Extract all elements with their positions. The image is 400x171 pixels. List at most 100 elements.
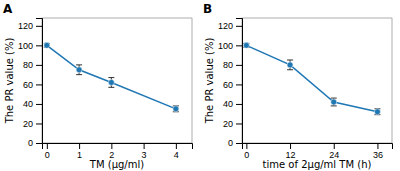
y-axis-title: The PR value (%) <box>4 38 15 125</box>
y-tick: 120 <box>18 21 42 31</box>
x-tick-mark <box>144 143 145 149</box>
y-axis-line <box>36 19 43 144</box>
y-axis-line <box>236 19 243 144</box>
y-tick-label: 60 <box>23 80 33 90</box>
x-tick-mark <box>176 143 177 149</box>
point <box>287 62 293 68</box>
y-tick-mark <box>36 65 42 66</box>
y-tick-mark <box>36 45 42 46</box>
x-tick-mark <box>47 143 48 149</box>
y-tick: 80 <box>23 60 42 70</box>
y-tick: 40 <box>23 99 42 109</box>
panel-label: B <box>203 2 212 16</box>
y-tick-mark <box>236 143 242 144</box>
y-tick: 120 <box>218 21 242 31</box>
x-tick: 4 <box>174 143 179 160</box>
point <box>76 67 82 73</box>
y-tick-label: 40 <box>223 99 233 109</box>
y-tick: 100 <box>218 41 242 51</box>
error-bar <box>374 109 380 115</box>
x-axis: 0 1 2 3 4 <box>43 143 193 160</box>
x-axis-line <box>43 144 193 150</box>
chart-svg: 01234020406080100120TM (μg/ml)The PR val… <box>0 0 400 171</box>
x-axis-line <box>243 144 393 150</box>
x-tick: 3 <box>142 143 147 160</box>
x-axis-title: TM (μg/ml) <box>89 159 144 170</box>
x-tick-mark <box>377 143 378 149</box>
y-tick-label: 20 <box>23 119 33 129</box>
x-tick: 1 <box>77 143 82 160</box>
x-tick: 36 <box>373 143 383 160</box>
plot-frame <box>42 18 192 143</box>
y-tick-label: 0 <box>228 138 233 148</box>
y-tick-label: 100 <box>218 41 233 51</box>
y-tick: 20 <box>23 119 42 129</box>
y-tick: 60 <box>223 80 242 90</box>
y-tick-label: 80 <box>223 60 233 70</box>
y-tick-mark <box>36 84 42 85</box>
error-bar <box>173 106 179 112</box>
x-tick-mark <box>246 143 247 149</box>
y-axis: 0 20 40 60 80 100 120 <box>218 19 243 149</box>
series-line <box>246 45 377 111</box>
y-tick-label: 0 <box>28 138 33 148</box>
point <box>108 79 114 85</box>
x-tick-label: 4 <box>174 150 179 160</box>
plot-area <box>243 42 380 114</box>
x-tick-mark <box>111 143 112 149</box>
error-bar <box>76 65 82 75</box>
y-tick: 40 <box>223 99 242 109</box>
x-tick: 0 <box>45 143 50 160</box>
panel-label: A <box>3 2 13 16</box>
x-tick-mark <box>334 143 335 149</box>
x-tick: 24 <box>329 143 339 160</box>
x-tick: 0 <box>244 143 249 160</box>
panel: 01234020406080100120TM (μg/ml)The PR val… <box>3 2 193 170</box>
y-tick: 60 <box>23 80 42 90</box>
x-tick-mark <box>290 143 291 149</box>
y-tick-mark <box>36 123 42 124</box>
point <box>374 109 380 115</box>
y-tick: 0 <box>228 138 242 148</box>
plot-frame <box>242 18 392 143</box>
y-tick-label: 20 <box>223 119 233 129</box>
plot-area <box>44 42 179 111</box>
x-tick-label: 0 <box>45 150 50 160</box>
x-tick-label: 36 <box>373 150 383 160</box>
x-tick: 2 <box>109 143 114 160</box>
y-axis: 0 20 40 60 80 100 120 <box>18 19 43 149</box>
y-tick-label: 80 <box>23 60 33 70</box>
y-tick-mark <box>36 104 42 105</box>
point <box>243 42 249 48</box>
x-axis: 0 12 24 36 <box>243 143 393 160</box>
series-line <box>47 45 176 108</box>
y-tick-label: 60 <box>223 80 233 90</box>
y-tick-label: 40 <box>23 99 33 109</box>
y-tick-mark <box>36 143 42 144</box>
y-tick-mark <box>36 26 42 27</box>
error-bar <box>108 78 114 88</box>
point <box>331 99 337 105</box>
error-bar <box>287 60 293 70</box>
x-tick: 12 <box>286 143 296 160</box>
y-tick-label: 120 <box>218 21 233 31</box>
panel: 0 12 24 36 0 20 40 60 80 100 120 time of 2μg/ml TM … <box>203 2 393 170</box>
y-tick: 80 <box>223 60 242 70</box>
error-bar <box>331 98 337 106</box>
y-tick-label: 120 <box>18 21 33 31</box>
x-tick-mark <box>79 143 80 149</box>
y-tick: 0 <box>28 138 42 148</box>
y-tick-mark <box>236 123 242 124</box>
y-tick-mark <box>236 84 242 85</box>
y-tick-label: 100 <box>18 41 33 51</box>
y-tick: 20 <box>223 119 242 129</box>
x-axis-title: time of 2μg/ml TM (h) <box>263 159 372 170</box>
y-tick-mark <box>236 65 242 66</box>
point <box>44 42 50 48</box>
y-tick-mark <box>236 104 242 105</box>
x-tick-label: 1 <box>77 150 82 160</box>
x-tick-label: 0 <box>244 150 249 160</box>
y-tick-mark <box>236 45 242 46</box>
point <box>173 106 179 112</box>
y-axis-title: The PR value (%) <box>204 38 215 125</box>
